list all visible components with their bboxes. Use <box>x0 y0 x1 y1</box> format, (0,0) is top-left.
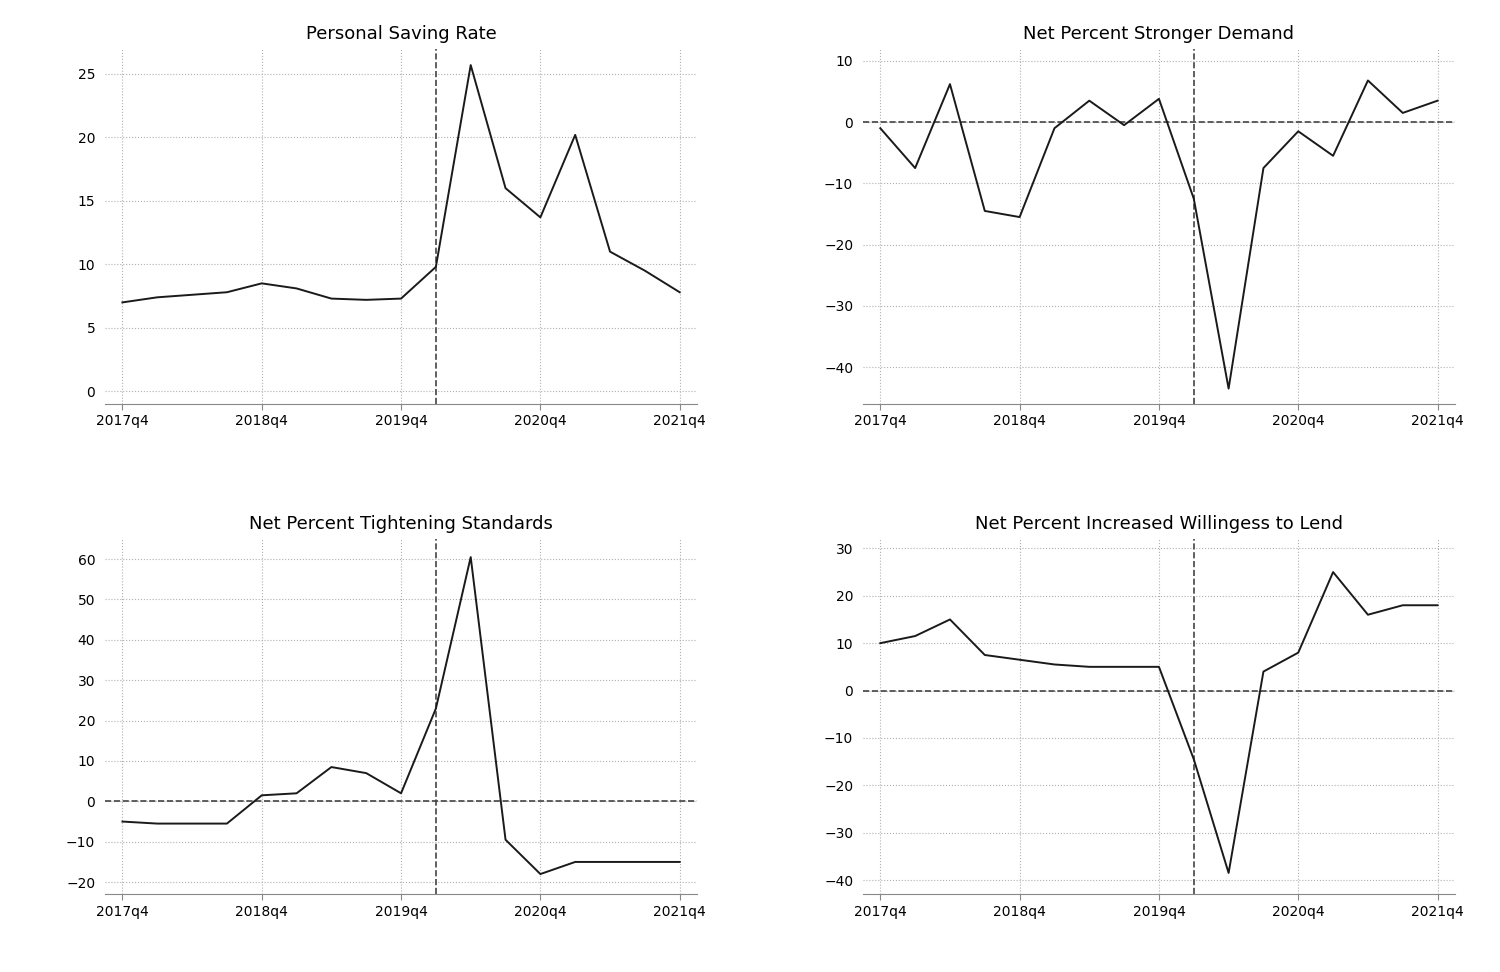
Title: Net Percent Increased Willingess to Lend: Net Percent Increased Willingess to Lend <box>975 515 1342 534</box>
Title: Personal Saving Rate: Personal Saving Rate <box>306 25 497 43</box>
Title: Net Percent Tightening Standards: Net Percent Tightening Standards <box>249 515 554 534</box>
Title: Net Percent Stronger Demand: Net Percent Stronger Demand <box>1023 25 1294 43</box>
